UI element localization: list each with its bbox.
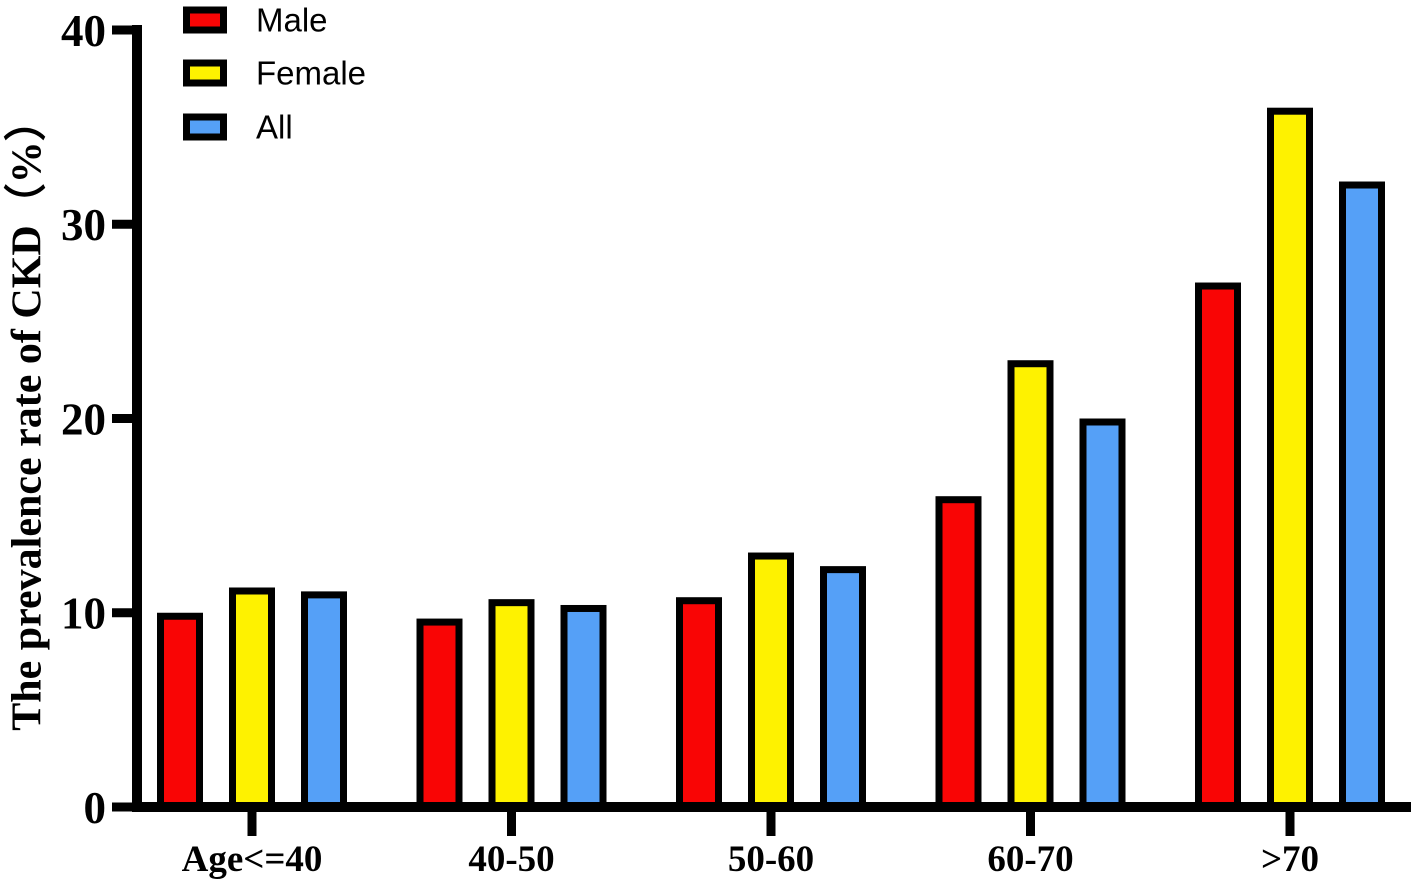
x-category-label-cat2: 50-60 (728, 839, 814, 880)
legend-label-all: All (256, 109, 293, 146)
y-tick-label-30: 30 (61, 200, 106, 250)
bar-male-cat1 (416, 618, 463, 811)
bar-female-cat0 (229, 587, 275, 811)
bar-male-cat2 (676, 597, 722, 811)
bar-female-cat1 (488, 599, 535, 811)
bars-layer (157, 107, 1385, 811)
axis-labels-layer: 0 10 20 30 40 Age<=40 40-50 50-60 60-70 >70 (61, 6, 1319, 880)
legend: Male Female All (183, 2, 366, 146)
bar-female-cat4 (1267, 107, 1313, 811)
bar-male-cat3 (935, 496, 982, 811)
bar-all-cat0 (301, 591, 347, 811)
bar-all-cat1 (560, 604, 607, 811)
legend-swatch-female (183, 59, 227, 87)
bar-male-cat4 (1195, 282, 1241, 811)
y-tick-label-10: 10 (61, 589, 106, 639)
bar-all-cat4 (1339, 181, 1385, 811)
legend-swatch-all (183, 113, 227, 141)
y-axis-title: The prevalence rate of CKD（%） (4, 99, 51, 730)
axes-layer (112, 25, 1411, 836)
x-category-label-cat0: Age<=40 (182, 839, 323, 880)
legend-label-female: Female (256, 55, 366, 92)
y-tick-label-20: 20 (61, 394, 106, 444)
bar-all-cat3 (1079, 418, 1126, 811)
x-category-label-cat3: 60-70 (987, 839, 1073, 880)
legend-label-male: Male (256, 2, 328, 39)
x-category-label-cat4: >70 (1261, 839, 1319, 880)
bar-female-cat3 (1007, 360, 1054, 811)
bar-all-cat2 (820, 566, 866, 811)
y-tick-label-0: 0 (84, 783, 107, 833)
x-category-label-cat1: 40-50 (468, 839, 554, 880)
bar-male-cat0 (157, 612, 203, 811)
bar-female-cat2 (748, 552, 794, 811)
y-tick-label-40: 40 (61, 6, 106, 56)
legend-swatch-male (183, 6, 227, 34)
